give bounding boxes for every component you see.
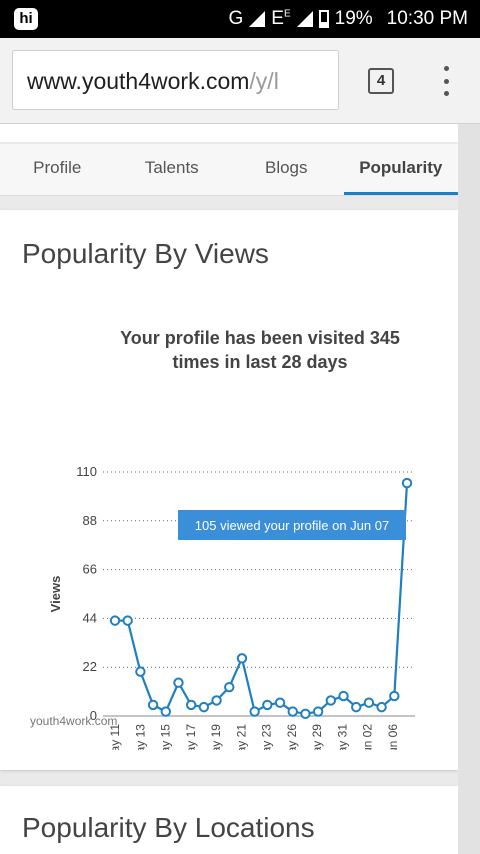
data-point	[236, 653, 248, 664]
data-point	[160, 706, 171, 717]
data-point	[122, 615, 133, 626]
data-point	[249, 706, 260, 717]
data-point	[312, 706, 324, 717]
views-line-chart: 0 22 44 66 88 110 Views May 11 May 13 May 15 May 1…	[48, 464, 415, 750]
data-point	[135, 666, 146, 677]
scrollbar[interactable]	[458, 124, 480, 854]
data-point	[376, 701, 387, 713]
url-path: /y/l	[249, 68, 279, 94]
data-point	[185, 699, 197, 711]
y-tick-label: 44	[83, 610, 97, 625]
tooltip-text: 105 viewed your profile on Jun 07	[195, 518, 389, 533]
tab-profile[interactable]: Profile	[33, 158, 82, 177]
y-axis-label: Views	[48, 576, 63, 613]
card-title-locations: Popularity By Locations	[22, 812, 315, 843]
page-content: Profile Talents Blogs Popularity Popular…	[0, 124, 480, 854]
signal-icon-2	[296, 11, 313, 27]
x-tick-label: May 11	[108, 724, 122, 750]
data-point	[109, 615, 121, 626]
chart-credit: youth4work.com	[30, 714, 118, 728]
data-point	[224, 681, 235, 693]
data-point	[274, 697, 286, 708]
data-point	[401, 477, 413, 489]
tab-popularity[interactable]: Popularity	[343, 144, 458, 195]
data-point	[198, 701, 210, 713]
x-tick-label: May 31	[335, 724, 349, 750]
network-g-label: G	[228, 8, 244, 29]
popularity-views-card: Popularity By Views Your profile has bee…	[0, 210, 458, 770]
overflow-menu-icon[interactable]	[438, 66, 454, 96]
data-point	[287, 706, 298, 717]
battery-percent: 19%	[334, 8, 373, 29]
y-tick-label: 66	[83, 562, 97, 577]
x-tick-label: May 26	[285, 724, 299, 750]
data-point	[211, 695, 222, 706]
y-tick-label: 0	[90, 708, 97, 723]
data-point	[300, 708, 311, 719]
tab-talents[interactable]: Talents	[144, 158, 199, 177]
data-point	[338, 690, 349, 702]
y-tick-label: 22	[83, 659, 97, 674]
address-bar[interactable]: www.youth4work.com/y/l	[12, 50, 339, 110]
x-tick-label: May 23	[260, 724, 274, 750]
url-host: www.youth4work.com	[27, 68, 250, 94]
tab-blogs[interactable]: Blogs	[264, 158, 308, 177]
y-tick-label: 88	[83, 513, 97, 528]
data-point	[262, 699, 273, 711]
data-point	[147, 699, 159, 711]
data-point	[173, 677, 184, 688]
data-point	[325, 695, 337, 706]
x-tick-label: May 17	[184, 724, 198, 750]
card-title: Popularity By Views	[22, 238, 269, 269]
chart-tooltip: 105 viewed your profile on Jun 07	[178, 510, 406, 540]
status-indicators: G EE 19% 10:30 PM	[229, 6, 469, 32]
x-tick-label: May 29	[310, 724, 324, 750]
signal-icon	[249, 11, 266, 27]
tab-switcher-button[interactable]: 4	[368, 68, 394, 94]
x-tick-label: Jun 06	[386, 724, 400, 750]
header-strip	[0, 124, 458, 142]
x-tick-label: May 13	[133, 724, 147, 750]
y-tick-label: 110	[76, 464, 97, 479]
data-point	[363, 697, 375, 708]
x-tick-label: May 21	[234, 724, 248, 750]
app-notification-icon: hi	[14, 8, 38, 30]
x-tick-label: May 15	[159, 724, 173, 750]
network-e-label: EE	[271, 8, 291, 29]
popularity-locations-card: Popularity By Locations	[0, 786, 458, 854]
chart-title: Your profile has been visited 345 times …	[120, 328, 400, 372]
browser-toolbar: www.youth4work.com/y/l 4	[0, 38, 480, 124]
clock: 10:30 PM	[386, 8, 468, 29]
x-tick-label: Jun 02	[361, 724, 375, 750]
data-point	[351, 701, 362, 713]
data-point	[389, 690, 400, 702]
battery-icon	[318, 10, 329, 28]
status-bar: hi G EE 19% 10:30 PM	[0, 0, 480, 38]
profile-tabs: Profile Talents Blogs Popularity	[0, 144, 458, 196]
x-tick-label: May 19	[209, 724, 223, 750]
